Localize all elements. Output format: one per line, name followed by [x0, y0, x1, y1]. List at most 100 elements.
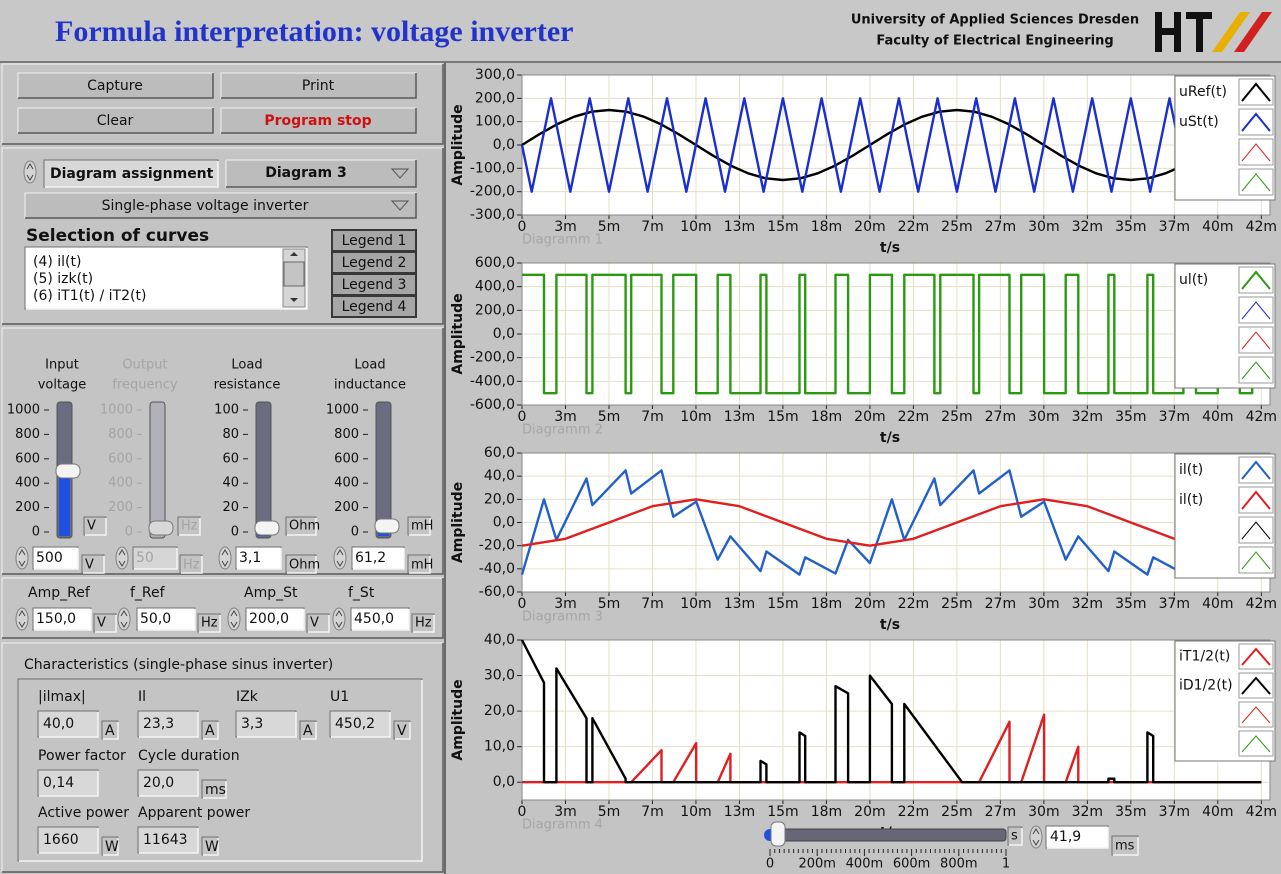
x-tick-label: 22m	[898, 409, 929, 425]
scale-label: 40	[222, 476, 239, 491]
diagram-caption: Diagramm 4	[522, 818, 603, 833]
indicator-box-shade	[139, 771, 199, 797]
x-tick-label: 32m	[1072, 596, 1103, 612]
field-label: Power factor	[38, 748, 126, 764]
slider-thumb[interactable]	[770, 821, 786, 847]
numeric-value[interactable]: 450,0	[354, 611, 394, 627]
unit-box-shade	[85, 518, 107, 536]
unit-box-shade	[1009, 828, 1023, 846]
x-tick-label: 40m	[1202, 596, 1233, 612]
spinner[interactable]	[218, 546, 232, 570]
listbox-shade	[26, 248, 308, 310]
list-item[interactable]: (6) iT1(t) / iT2(t)	[33, 288, 146, 304]
legend-icon	[1241, 647, 1271, 666]
numeric-value[interactable]: 500	[36, 550, 63, 566]
button-label[interactable]: Print	[302, 78, 335, 94]
scroll-thumb[interactable]	[283, 261, 305, 287]
y-tick-label: -20,0	[479, 538, 515, 554]
numeric-box-shade	[34, 609, 92, 631]
indicator-value: 40,0	[43, 716, 74, 732]
spinner[interactable]	[227, 607, 241, 631]
x-tick-label: 0	[518, 804, 527, 820]
scale-label: 1000	[326, 403, 359, 418]
indicator-box	[329, 710, 391, 738]
button-label[interactable]: Capture	[87, 78, 143, 94]
diagram-caption: Diagramm 3	[522, 610, 603, 625]
numeric-value[interactable]: 41,9	[1050, 829, 1081, 845]
indicator-value: 20,0	[143, 775, 174, 791]
legend-button-label[interactable]: Legend 4	[342, 299, 407, 315]
dropdown-value[interactable]: Diagram 3	[265, 165, 346, 181]
y-tick-label: -200,0	[470, 350, 515, 366]
scale-label: 800	[334, 427, 359, 442]
x-tick-label: 37m	[1159, 804, 1190, 820]
button-label[interactable]: Clear	[97, 113, 134, 129]
dropdown-arrow	[390, 200, 410, 211]
y-tick-label: 0,0	[493, 515, 515, 531]
numeric-value[interactable]: 150,0	[36, 611, 76, 627]
spinner[interactable]	[117, 607, 131, 631]
slider-track	[769, 828, 1007, 842]
x-tick-label: 27m	[985, 409, 1016, 425]
legend-icon	[1241, 270, 1271, 290]
x-tick-label: 10m	[680, 596, 711, 612]
x-tick-label: 35m	[1115, 804, 1146, 820]
unit-box-shade	[301, 722, 317, 740]
listbox[interactable]	[24, 246, 308, 310]
x-tick-label: 0	[518, 596, 527, 612]
spinner[interactable]	[15, 607, 29, 631]
scale-label: 200m	[798, 857, 835, 872]
unit-box-shade	[203, 722, 219, 740]
legend-button[interactable]	[331, 295, 417, 318]
panel-section-shade	[2, 328, 444, 575]
indicator-box-shade	[331, 712, 391, 738]
x-tick-label: 22m	[898, 596, 929, 612]
unit: Hz	[415, 616, 432, 631]
y-tick-label: 400,0	[475, 279, 515, 295]
y-axis-label: Amplitude	[450, 679, 466, 760]
x-axis-label: t/s	[880, 617, 900, 633]
legend-entry: uSt(t)	[1179, 114, 1219, 130]
list-item[interactable]: (4) il(t)	[33, 254, 81, 270]
numeric-value[interactable]: 3,1	[239, 550, 261, 566]
slider-thumb[interactable]	[374, 518, 400, 534]
slider-thumb[interactable]	[254, 520, 280, 536]
numeric-box-shade	[134, 548, 178, 570]
spinner[interactable]	[23, 160, 37, 184]
numeric-value[interactable]: 50,0	[140, 611, 171, 627]
x-tick-label: 32m	[1072, 804, 1103, 820]
unit: W	[105, 839, 119, 855]
y-tick-label: -200,0	[470, 184, 515, 200]
x-tick-label: 37m	[1159, 219, 1190, 235]
spinner[interactable]	[333, 546, 347, 570]
button-label[interactable]: Program stop	[264, 113, 371, 129]
legend-icon	[1241, 82, 1271, 102]
x-tick-label: 13m	[724, 409, 755, 425]
legend-button-label[interactable]: Legend 2	[342, 255, 407, 271]
spinner-arrows	[26, 163, 34, 181]
spinner[interactable]	[332, 607, 346, 631]
unit: V	[87, 519, 96, 534]
list-item[interactable]: (5) izk(t)	[33, 271, 93, 287]
unit-box-shade	[395, 722, 411, 740]
group-box-shade	[19, 680, 423, 862]
dropdown-value[interactable]: Single-phase voltage inverter	[102, 198, 309, 214]
numeric-value[interactable]: 61,2	[355, 550, 386, 566]
numeric-value[interactable]: 200,0	[249, 611, 289, 627]
x-tick-label: 13m	[724, 804, 755, 820]
spinner[interactable]	[115, 546, 129, 570]
legend-button-label[interactable]: Legend 3	[342, 277, 407, 293]
scale-label: 0	[125, 525, 133, 540]
unit: A	[303, 723, 313, 739]
dropdown[interactable]	[24, 192, 417, 219]
scale-label: 200	[108, 500, 133, 515]
legend-button-label[interactable]: Legend 1	[342, 233, 407, 249]
spinner[interactable]	[15, 546, 29, 570]
legend-swatch	[1238, 168, 1274, 196]
series-line	[521, 108, 1254, 182]
spinner[interactable]	[1029, 825, 1043, 849]
slider-thumb[interactable]	[55, 463, 81, 479]
x-tick-label: 25m	[941, 219, 972, 235]
unit: A	[105, 723, 115, 739]
y-tick-label: -300,0	[470, 207, 515, 223]
